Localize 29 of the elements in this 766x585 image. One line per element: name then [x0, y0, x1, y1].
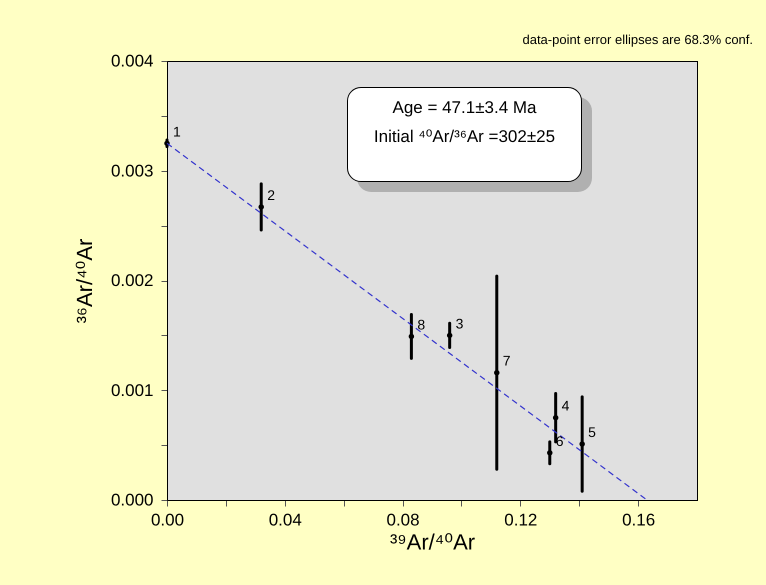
- x-tick-label: 0.12: [504, 510, 538, 530]
- point: [408, 334, 414, 340]
- annotation: Age = 47.1±3.4 Ma: [391, 97, 538, 119]
- annotation: 1: [173, 123, 181, 140]
- y-tick-label: 0.001: [110, 380, 154, 400]
- annotation: 2: [267, 186, 276, 203]
- text: data-point error ellipses are 68.3% conf.: [522, 32, 753, 47]
- point: [552, 414, 558, 420]
- point: [258, 204, 264, 210]
- y-tick-label: 0.003: [110, 161, 154, 180]
- y-tick-label: 0.000: [110, 490, 154, 510]
- annotation: Initial ⁴⁰Ar/³⁶Ar =302±25: [372, 126, 556, 148]
- y-tick-label: 0.004: [110, 52, 154, 70]
- point: [579, 441, 585, 447]
- x-tick-label: 0.16: [622, 510, 656, 530]
- x-tick-label: 0.04: [268, 510, 302, 530]
- y-tick-label: 0.002: [110, 271, 154, 290]
- point: [547, 450, 553, 456]
- annotation: 5: [588, 424, 596, 440]
- point: [446, 332, 452, 338]
- annotation: 8: [417, 316, 426, 332]
- annotation: 4: [562, 398, 570, 414]
- y-axis-title: ³⁶Ar/⁴⁰Ar: [72, 238, 97, 324]
- x-tick-label: 0.00: [150, 510, 184, 530]
- annotation: 3: [456, 315, 464, 332]
- x-tick-label: 0.08: [386, 510, 420, 530]
- point: [494, 370, 500, 376]
- annotation: 7: [502, 352, 511, 369]
- x-axis-title: ³⁹Ar/⁴⁰Ar: [390, 530, 476, 554]
